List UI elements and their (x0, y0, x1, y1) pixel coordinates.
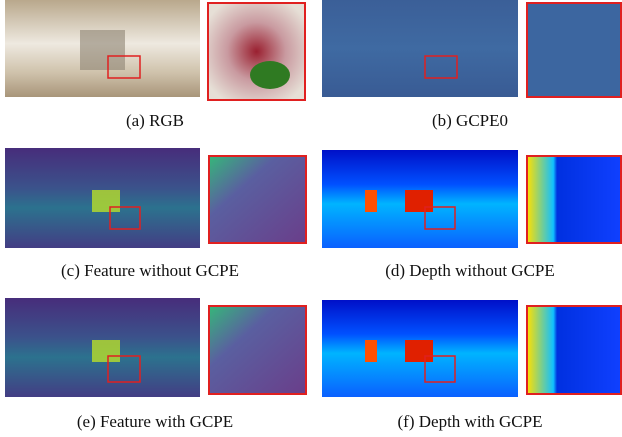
caption: (f) Depth with GCPE (398, 412, 543, 431)
panel-a: (a) RGB (5, 0, 306, 130)
zoom-inset (207, 2, 306, 101)
highlight (92, 190, 120, 212)
zoom-box (109, 206, 141, 230)
highlight (365, 190, 377, 212)
highlight (365, 340, 377, 362)
zoom-box (424, 355, 456, 383)
zoom-inset (208, 305, 307, 395)
zoom-inset (208, 155, 307, 244)
zoom-box (107, 355, 141, 383)
highlight (92, 340, 120, 362)
zoom-inset (526, 305, 622, 395)
caption: (c) Feature without GCPE (61, 261, 239, 280)
panel-f: (f) Depth with GCPE (322, 300, 622, 431)
highlight (405, 340, 433, 362)
panel-e: (e) Feature with GCPE (5, 298, 307, 431)
caption: (e) Feature with GCPE (77, 412, 233, 431)
panel-c: (c) Feature without GCPE (5, 148, 307, 280)
caption: (b) GCPE0 (432, 111, 508, 130)
leaf (250, 61, 290, 89)
zoom-inset (526, 2, 622, 98)
zoom-box (424, 55, 458, 79)
zoom-inset (526, 155, 622, 244)
caption: (d) Depth without GCPE (385, 261, 555, 280)
gcpe-image (322, 0, 518, 97)
highlight (405, 190, 433, 212)
zoom-box (424, 206, 456, 230)
zoom-box (107, 55, 141, 79)
panel-d: (d) Depth without GCPE (322, 150, 622, 280)
panel-b: (b) GCPE0 (322, 0, 622, 130)
room-detail (80, 30, 125, 70)
caption: (a) RGB (126, 111, 184, 130)
